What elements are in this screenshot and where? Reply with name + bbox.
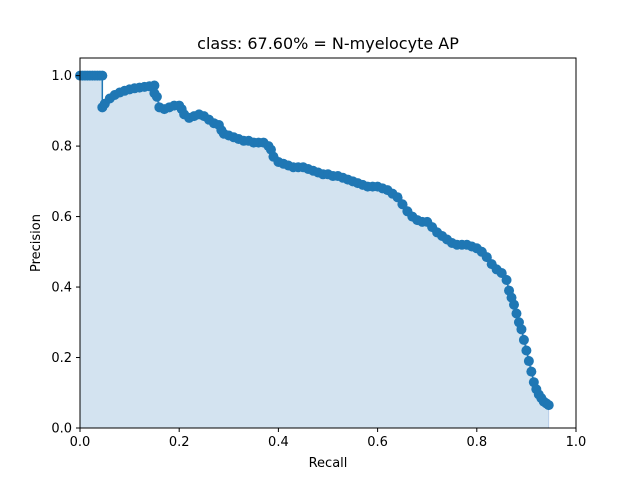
pr-point [521, 345, 532, 356]
x-tick-label: 0.4 [268, 435, 289, 450]
x-tick-label: 1.0 [566, 435, 587, 450]
pr-point [392, 192, 403, 203]
pr-point [151, 91, 162, 102]
plot-layer [75, 70, 554, 429]
pr-point [509, 299, 519, 310]
pr-point [518, 334, 529, 345]
pr-point [97, 70, 108, 81]
chart-title: class: 67.60% = N-myelocyte AP [197, 34, 459, 53]
y-tick-label: 0.6 [51, 210, 72, 225]
y-tick-label: 0.4 [51, 281, 72, 296]
pr-point [501, 275, 512, 285]
x-tick-label: 0.2 [169, 435, 190, 450]
y-tick-label: 0.8 [51, 140, 72, 155]
x-tick-label: 0.6 [367, 435, 388, 450]
pr-point [397, 199, 408, 210]
y-tick-label: 0.2 [51, 351, 72, 366]
y-axis-ticks: 0.0 0.2 0.4 0.6 0.8 1.0 [51, 69, 80, 437]
pr-point [496, 267, 507, 278]
pr-point [526, 366, 537, 377]
x-axis-label: Recall [309, 456, 348, 471]
y-tick-label: 1.0 [51, 69, 72, 84]
pr-point [481, 252, 492, 263]
y-axis-label: Precision [29, 214, 44, 272]
pr-point [149, 80, 160, 91]
pr-point [511, 308, 522, 319]
pr-point [543, 400, 554, 411]
axes-frame [79, 57, 577, 429]
x-axis-ticks: 0.0 0.2 0.4 0.6 0.8 1.0 [70, 428, 587, 450]
x-tick-label: 0.8 [466, 435, 487, 450]
pr-point [523, 356, 534, 367]
y-tick-label: 0.0 [51, 422, 72, 437]
pr-point [516, 324, 527, 335]
x-tick-label: 0.0 [70, 435, 91, 450]
